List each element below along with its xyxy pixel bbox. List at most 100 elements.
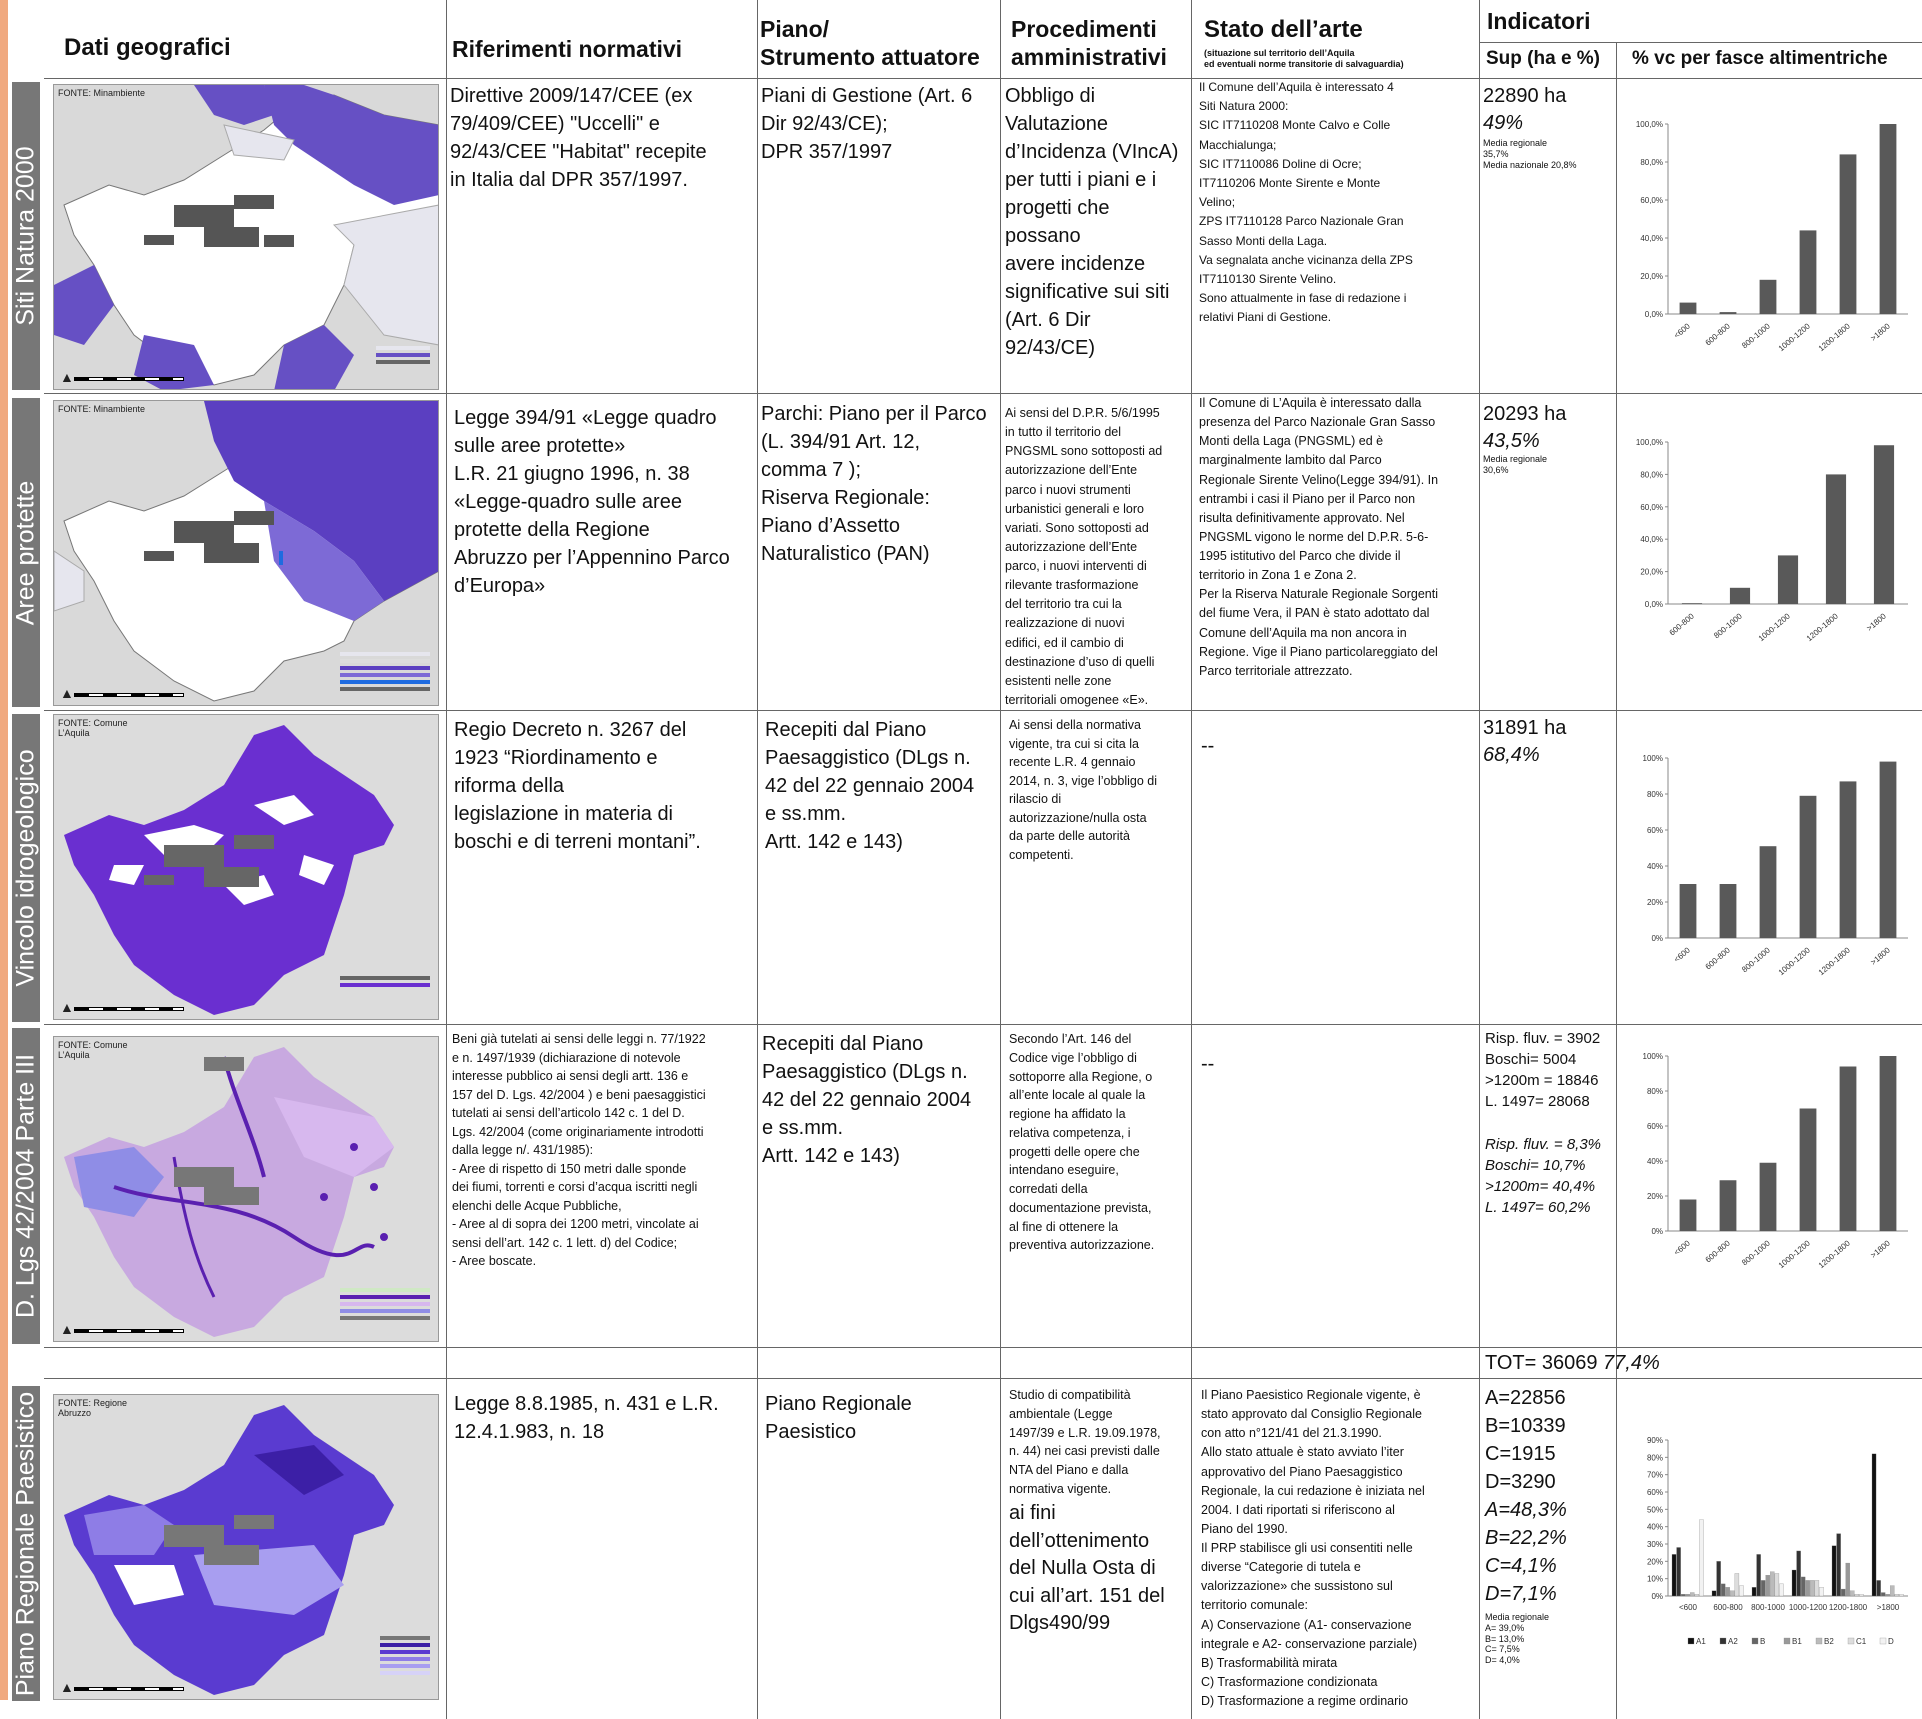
map-graphic bbox=[54, 401, 438, 702]
sup-pct-vincolo: 68,4% bbox=[1483, 744, 1540, 766]
media-aree-protette: Media regionale 30,6% bbox=[1483, 454, 1548, 475]
scale-bar bbox=[74, 1687, 184, 1691]
x-tick-label: 1000-1200 bbox=[1777, 321, 1813, 353]
bar bbox=[1671, 1554, 1677, 1597]
north-arrow-icon: ▲ bbox=[60, 369, 74, 385]
sup-ha-vincolo: 31891 ha bbox=[1483, 717, 1567, 739]
bar bbox=[1676, 1547, 1681, 1597]
bar bbox=[1810, 1580, 1815, 1597]
y-tick-label: 20% bbox=[1647, 1557, 1663, 1566]
bar bbox=[1825, 474, 1847, 604]
grid-line bbox=[1479, 42, 1922, 43]
y-tick-label: 100% bbox=[1643, 754, 1663, 763]
legend-label: B1 bbox=[1792, 1637, 1802, 1646]
map-prp: FONTE: Regione Abruzzo ▲ bbox=[53, 1394, 439, 1700]
bar bbox=[1711, 1590, 1717, 1597]
north-arrow-icon: ▲ bbox=[60, 685, 74, 701]
bar bbox=[1679, 1199, 1697, 1231]
header-indicatori: Indicatori bbox=[1487, 8, 1591, 34]
chart-aree-protette: 0,0% 20,0% 40,0% 60,0% 80,0% 100,0% 600-800 800… bbox=[1636, 438, 1908, 643]
accent-strip bbox=[0, 0, 8, 1700]
bar bbox=[1679, 884, 1697, 938]
legend-swatch bbox=[1719, 1637, 1727, 1645]
header-stato: Stato dell’arte bbox=[1204, 16, 1363, 43]
legend-swatch bbox=[1687, 1637, 1695, 1645]
bar bbox=[1770, 1571, 1775, 1597]
piano-dlgs: Recepiti dal Piano Paesaggistico (DLgs n… bbox=[762, 1033, 972, 1167]
bar bbox=[1779, 1583, 1784, 1597]
grid-line bbox=[1000, 0, 1001, 1719]
map-legend bbox=[340, 1285, 430, 1335]
y-tick-label: 40% bbox=[1647, 862, 1663, 871]
y-tick-label: 80,0% bbox=[1640, 470, 1663, 479]
bar bbox=[1873, 445, 1895, 604]
bar bbox=[1759, 279, 1777, 314]
sup-ha-siti-natura: 22890 ha bbox=[1483, 85, 1567, 107]
media-siti-natura: Media regionale 35,7% Media nazionale 20… bbox=[1483, 138, 1577, 170]
bar bbox=[1690, 1592, 1695, 1597]
map-aree-protette: FONTE: Minambiente ▲ bbox=[53, 400, 439, 706]
riferimenti-dlgs: Beni già tutelati ai sensi delle leggi n… bbox=[452, 1032, 706, 1268]
map-siti-natura: FONTE: Minambiente ▲ bbox=[53, 84, 439, 390]
y-tick-label: 60% bbox=[1647, 826, 1663, 835]
bar bbox=[1730, 1590, 1735, 1597]
bar bbox=[1799, 1108, 1817, 1231]
north-arrow-icon: ▲ bbox=[60, 999, 74, 1015]
bar bbox=[1845, 1562, 1850, 1597]
legend-swatch bbox=[1783, 1637, 1791, 1645]
x-tick-label: >1800 bbox=[1877, 1603, 1900, 1612]
bar bbox=[1839, 154, 1857, 314]
bar bbox=[1859, 1594, 1864, 1597]
grid-line bbox=[1191, 0, 1192, 1719]
bar bbox=[1799, 795, 1817, 938]
row-label-text: Vincolo idrogeologico bbox=[11, 749, 40, 987]
bar bbox=[1760, 1580, 1766, 1597]
bar bbox=[1850, 1590, 1855, 1597]
y-tick-label: 80% bbox=[1647, 1453, 1663, 1462]
header-sup: Sup (ha e %) bbox=[1486, 48, 1601, 69]
grid-line bbox=[1616, 42, 1617, 1719]
bar bbox=[1876, 1580, 1881, 1597]
x-tick-label: 1200-1800 bbox=[1829, 1603, 1868, 1612]
row-label-dlgs: D. Lgs 42/2004 Parte III bbox=[12, 1028, 40, 1344]
y-tick-label: 20,0% bbox=[1640, 568, 1663, 577]
row-label-text: Piano Regionale Paesistico bbox=[11, 1391, 40, 1696]
media-prp: Media regionale A= 39,0% B= 13,0% C= 7,5… bbox=[1485, 1612, 1550, 1666]
y-tick-label: 40% bbox=[1647, 1157, 1663, 1166]
header-vc: % vc per fasce altimentriche bbox=[1632, 48, 1888, 69]
x-tick-label: 1200-1800 bbox=[1817, 321, 1853, 353]
procedimenti-vincolo: Ai sensi della normativa vigente, tra cu… bbox=[1009, 718, 1158, 862]
legend-label: D bbox=[1888, 1637, 1894, 1646]
bar bbox=[1879, 124, 1897, 314]
x-tick-label: 600-800 bbox=[1668, 611, 1697, 637]
bar bbox=[1774, 1573, 1780, 1597]
y-tick-label: 0% bbox=[1651, 934, 1663, 943]
bar bbox=[1685, 1594, 1690, 1597]
stato-siti-natura: Il Comune dell’Aquila è interessato 4 Si… bbox=[1199, 80, 1413, 325]
bar bbox=[1759, 846, 1777, 938]
y-tick-label: 100,0% bbox=[1636, 120, 1663, 129]
y-tick-label: 0% bbox=[1651, 1227, 1663, 1236]
grid-line bbox=[44, 1347, 1922, 1348]
bar bbox=[1680, 1594, 1686, 1597]
y-tick-label: 30% bbox=[1647, 1540, 1663, 1549]
grid-line bbox=[44, 710, 1922, 711]
bar bbox=[1699, 1519, 1704, 1597]
legend-swatch bbox=[1847, 1637, 1855, 1645]
north-arrow-icon: ▲ bbox=[60, 1679, 74, 1695]
indicatori-valori-prp: A=22856 B=10339 C=1915 D=3290 bbox=[1485, 1387, 1566, 1493]
piano-aree-protette: Parchi: Piano per il Parco (L. 394/91 Ar… bbox=[761, 403, 987, 565]
bar bbox=[1839, 1066, 1857, 1231]
x-tick-label: >1800 bbox=[1869, 321, 1892, 343]
bar bbox=[1725, 1587, 1730, 1597]
y-tick-label: 80% bbox=[1647, 790, 1663, 799]
scale-bar bbox=[74, 1007, 184, 1011]
indicatori-valori-dlgs: Risp. fluv. = 3902 Boschi= 5004 >1200m =… bbox=[1485, 1030, 1601, 1110]
sup-pct-aree-protette: 43,5% bbox=[1483, 430, 1540, 452]
x-tick-label: 1200-1800 bbox=[1805, 611, 1841, 643]
y-tick-label: 80,0% bbox=[1640, 158, 1663, 167]
bar bbox=[1836, 1533, 1841, 1597]
x-tick-label: 800-1000 bbox=[1712, 611, 1744, 640]
riferimenti-vincolo: Regio Decreto n. 3267 del 1923 “Riordina… bbox=[454, 719, 701, 853]
row-label-vincolo: Vincolo idrogeologico bbox=[12, 714, 40, 1022]
